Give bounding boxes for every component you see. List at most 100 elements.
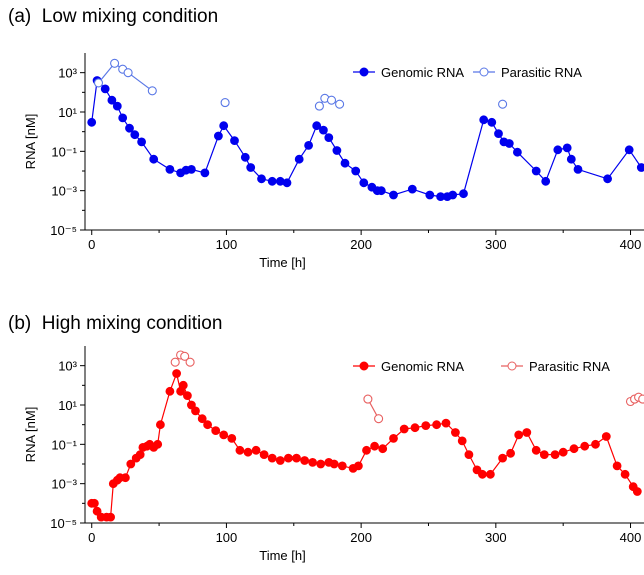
b-x-tick-label: 200 [350,530,372,545]
b-x-tick-label: 400 [620,530,642,545]
a-plot-area [87,58,644,202]
a-genomic-point [100,84,110,94]
a-parasitic-point [314,101,324,111]
b-genomic-point [235,445,245,455]
a-genomic-point [340,158,350,168]
a-genomic-point [359,178,369,188]
b-parasitic-point [363,394,373,404]
b-genomic-point [121,473,130,483]
b-genomic-point [522,428,532,437]
b-genomic-point [370,441,380,451]
b-genomic-point [186,400,196,410]
a-x-tick-label: 100 [216,237,238,252]
b-genomic-point [191,406,200,416]
a-x-axis-label: Time [h] [259,255,305,270]
a-genomic-point [504,139,514,148]
a-genomic-point [573,164,583,174]
b-genomic-point [227,433,237,443]
a-genomic-point [624,145,634,155]
a-parasitic-point [220,98,230,108]
a-genomic-point [130,130,140,140]
a-genomic-point [267,176,277,186]
a-genomic-point [118,113,128,123]
b-genomic-point [389,433,398,443]
a-parasitic-point [110,58,120,68]
panel-a-title: (a) Low mixing condition [8,6,218,28]
b-genomic-point [316,459,326,469]
a-genomic-point [541,176,551,186]
a-genomic-point [125,123,134,133]
b-y-tick-label: 10⁻³ [51,477,77,492]
b-genomic-point [300,456,310,465]
b-parasitic-point [638,394,644,404]
b-genomic-point [329,459,339,469]
b-genomic-point [337,461,347,471]
a-genomic-line [91,79,642,198]
b-genomic-point [539,450,549,460]
a-genomic-point [324,133,334,143]
a-x-tick-label: 200 [350,237,372,252]
a-y-tick-label: 10¹ [58,105,77,120]
a-genomic-point [304,140,314,150]
b-genomic-point [362,445,371,455]
b-y-tick-label: 10⁻⁵ [50,516,77,531]
b-genomic-point [92,506,102,516]
b-parasitic-point [374,414,384,424]
b-genomic-point [601,432,611,441]
a-parasitic-point [147,86,157,96]
b-genomic-point [450,428,460,437]
a-genomic-point [282,178,292,188]
a-parasitic-point [93,78,104,88]
b-genomic-point [441,418,451,428]
a-y-tick-label: 10⁻¹ [51,144,77,159]
a-genomic-point [553,145,563,155]
a-legend-label: Parasitic RNA [501,65,582,80]
a-genomic-point [479,115,489,125]
a-x-tick-label: 0 [88,237,95,252]
a-y-axis-label: RNA [nM] [23,114,38,170]
b-x-tick-label: 0 [88,530,95,545]
b-genomic-point [267,453,277,463]
b-parasitic-point [180,351,190,361]
panel-b-label: (b) [8,313,32,334]
b-genomic-point [477,469,487,479]
a-genomic-point [165,164,175,174]
a-x-tick-label: 400 [620,237,642,252]
b-genomic-point [421,421,431,431]
b-genomic-point [632,487,642,496]
b-genomic-point [197,414,207,424]
b-genomic-point [283,453,293,463]
b-genomic-point [251,445,261,455]
b-genomic-point [580,441,590,451]
b-genomic-point [165,386,175,396]
b-genomic-point [153,439,163,449]
a-genomic-point [318,125,328,135]
b-genomic-point [172,369,182,378]
a-genomic-point [149,154,159,164]
a-parasitic-point [123,68,133,78]
a-legend-marker [479,67,489,77]
a-legend-marker [359,67,369,77]
b-genomic-point [620,469,630,479]
a-genomic-point [294,154,304,164]
b-genomic-point [612,461,622,471]
b-genomic-point [135,450,145,460]
a-genomic-point [636,163,644,172]
b-y-axis-label: RNA [nM] [23,407,38,463]
b-x-tick-label: 300 [485,530,507,545]
b-genomic-point [514,430,524,440]
a-genomic-point [603,174,612,184]
a-legend: Genomic RNA Parasitic RNA [353,65,582,80]
b-genomic-point [308,457,318,467]
a-genomic-point [230,136,239,146]
b-genomic-point [126,459,136,469]
b-legend-label: Genomic RNA [381,359,464,374]
b-genomic-point [569,444,579,454]
b-y-tick-label: 10¹ [58,398,77,413]
b-legend-marker [507,361,517,371]
panel-b-title: (b) High mixing condition [8,313,222,335]
b-genomic-point [211,426,221,436]
b-genomic-point [485,469,495,479]
a-x-tick-label: 300 [485,237,507,252]
a-genomic-point [312,121,322,131]
